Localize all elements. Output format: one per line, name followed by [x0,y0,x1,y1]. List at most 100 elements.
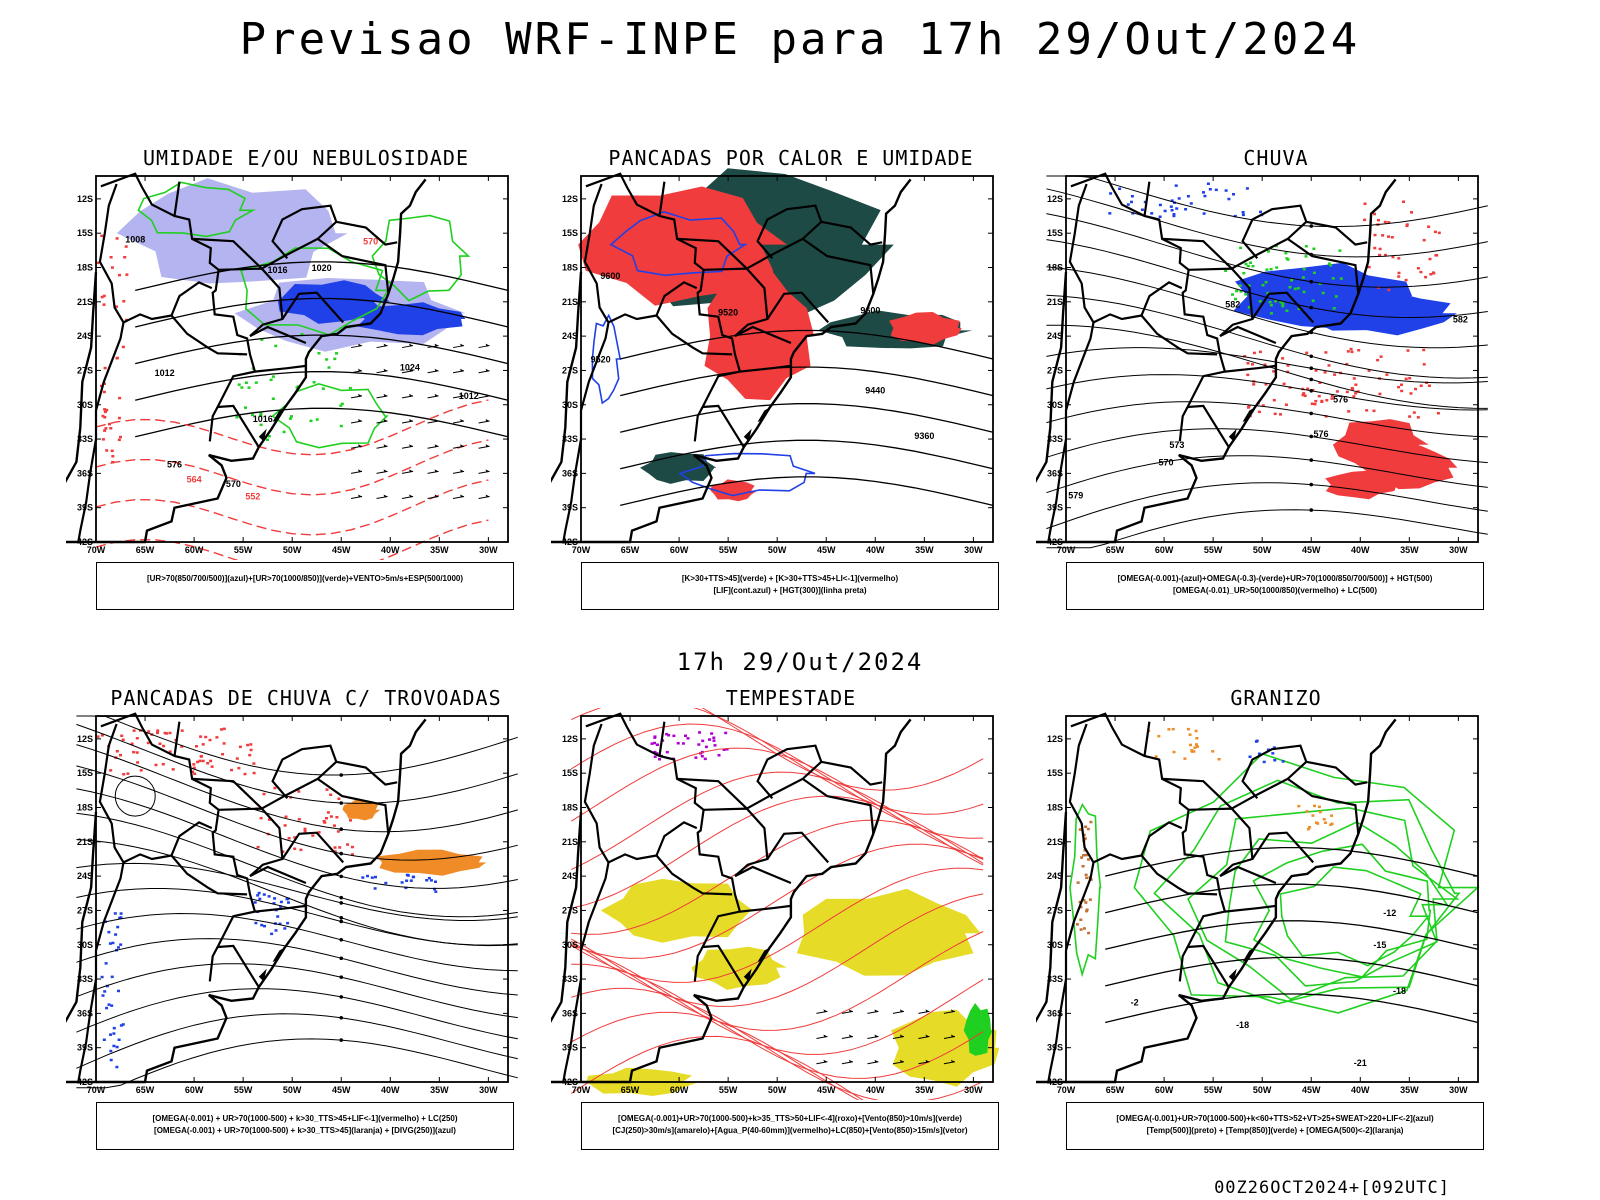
humidity-speckle [335,352,338,355]
streamline-arrow [339,956,344,961]
lon-label: 60W [185,545,204,555]
severe-storm-speckle [676,742,680,745]
humidity-speckle [295,386,299,389]
rain-speckle [1130,195,1134,198]
humidity-speckle [348,386,352,390]
lat-label: 27S [1047,365,1063,375]
storm-speckle [346,843,349,846]
hail-speckle [1255,739,1259,743]
omega-speckle [1085,909,1089,913]
border-line [173,721,181,757]
border-line [1143,181,1151,217]
storm-speckle [335,816,339,819]
streamline-arrow [1309,354,1314,359]
contour-line [620,403,994,433]
thickness-speckle [118,396,122,400]
rain-speckle [1433,230,1437,234]
divergence-speckle [262,893,266,896]
lon-label: 55W [719,1085,738,1095]
rain-speckle [1279,413,1282,416]
divergence-speckle [279,900,283,904]
streamline [1046,374,1488,411]
legend-line-1: [K>30+TTS>45](verde) + [K>30+TTS>45+LI<-… [681,574,899,583]
lat-label: 27S [562,365,578,375]
storm-speckle [325,788,329,791]
wind-vector-head [950,1059,955,1063]
divergence-speckle [263,924,266,928]
divergence-speckle [257,891,261,895]
rain-speckle [1372,409,1376,413]
rain-speckle [1350,386,1354,390]
streamline-arrow [1309,411,1314,416]
omega-speckle [1317,805,1321,809]
rain-speckle [1313,402,1317,406]
wind-vector-head [383,469,388,473]
divergence-speckle [286,921,290,925]
rain-speckle [1269,303,1273,307]
thickness-speckle [123,256,127,259]
border-line [1287,777,1360,834]
rain-speckle [1429,273,1433,276]
contour-label: 1016 [253,414,273,424]
severe-storm-speckle [712,739,716,742]
rain-speckle [1419,384,1423,387]
storm-speckle [267,818,271,821]
severe-storm-speckle [724,731,728,735]
rain-speckle [1189,202,1193,205]
lat-label: 21S [77,837,93,847]
lat-label: 18S [562,263,578,273]
severe-storm-speckle [667,734,671,737]
lat-label: 36S [1047,1008,1063,1018]
rain-speckle [1245,187,1249,190]
rain-speckle [1231,293,1234,296]
storm-speckle [303,827,307,831]
map-frame [1065,715,1479,1083]
streamline-arrow [339,801,344,805]
omega-speckle [1186,727,1190,731]
severe-storm-speckle [656,743,660,746]
lon-label: 50W [1253,545,1272,555]
severe-storm-speckle [700,755,704,758]
contour-label: 552 [245,492,260,502]
rain-speckle [1378,247,1382,251]
omega-speckle [1081,865,1085,868]
border-line [1231,744,1308,810]
legend-box: [OMEGA(-0.001)+UR>70(1000-500)+k>35_TTS>… [581,1102,999,1150]
thickness-speckle [103,416,107,419]
rain-speckle [1272,370,1276,373]
lat-label: 42S [562,537,578,547]
strong-instability-area [889,312,962,345]
rain-speckle [1381,234,1385,237]
map-granizo: -12 -15 -18 -18 -21 -2 12S 15S 18S 21S 24S 27S 30S 33… [1036,712,1480,1095]
rain-speckle [1327,262,1331,265]
wind-vector-head [823,1009,828,1013]
wind-vector-head [358,494,363,498]
streamline-arrow [1309,366,1314,371]
border-line [281,831,345,864]
rain-speckle [1214,188,1218,192]
divergence-speckle [112,1044,116,1048]
rain-speckle [1302,392,1306,395]
humidity-contour [271,383,389,449]
omega-speckle [1078,828,1082,831]
lat-label: 24S [562,331,578,341]
legend-box: [K>30+TTS>45](verde) + [K>30+TTS>45+LI<-… [581,562,999,610]
border-line [208,946,219,982]
lon-label: 40W [381,545,400,555]
divergence-speckle [109,1049,113,1053]
storm-speckle [293,836,297,839]
rain-speckle [1286,370,1290,374]
thickness-line [95,439,489,496]
rain-speckle [1265,268,1269,271]
rain-speckle [1108,212,1112,215]
lon-label: 65W [136,1085,155,1095]
rain-speckle [1150,212,1154,215]
wind-vector-head [925,1034,930,1038]
rain-speckle [1130,200,1133,204]
border-line [254,904,307,913]
streamline [76,839,518,946]
wind-vector-head [848,1059,853,1063]
storm-speckle [136,761,140,764]
wind-vector-head [383,393,388,397]
storm-speckle [297,818,301,821]
